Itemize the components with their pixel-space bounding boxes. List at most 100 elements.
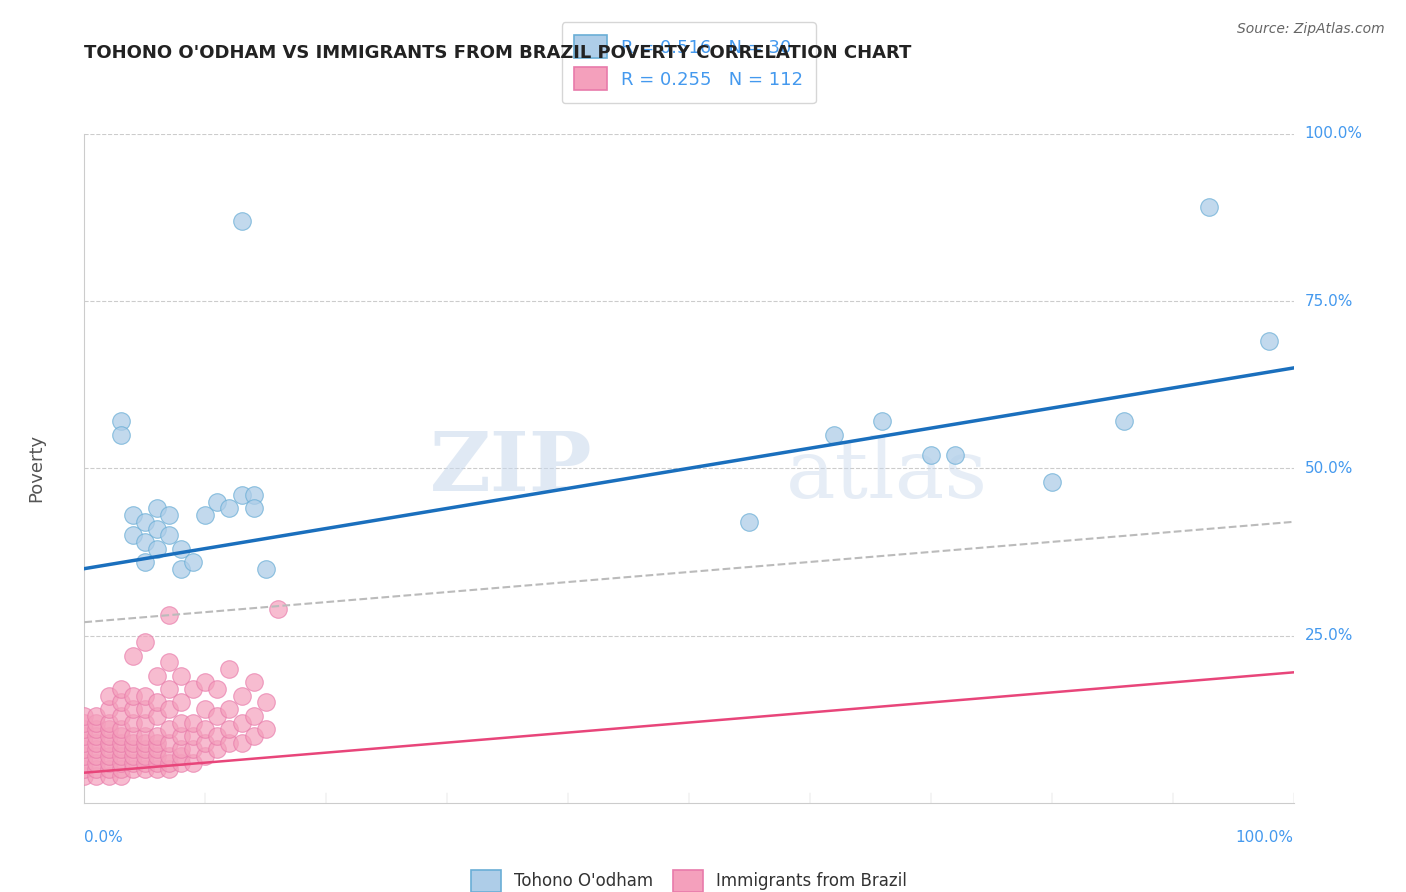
Point <box>121 508 143 523</box>
Text: 75.0%: 75.0% <box>1305 293 1353 309</box>
Point <box>97 742 120 756</box>
Point <box>86 715 108 730</box>
Point <box>231 214 253 228</box>
Point <box>1258 334 1281 349</box>
Point <box>170 742 193 756</box>
Point <box>73 762 96 776</box>
Point <box>218 723 240 737</box>
Point <box>97 689 120 703</box>
Point <box>121 715 143 730</box>
Point <box>97 702 120 716</box>
Point <box>738 515 761 529</box>
Point <box>194 508 217 523</box>
Point <box>97 762 120 776</box>
Point <box>146 708 169 723</box>
Point <box>121 702 143 716</box>
Point <box>254 696 277 710</box>
Point <box>110 742 132 756</box>
Point <box>157 735 180 749</box>
Point <box>134 689 156 703</box>
Point <box>218 735 240 749</box>
Point <box>254 723 277 737</box>
Point <box>170 715 193 730</box>
Point <box>134 735 156 749</box>
Point <box>242 708 264 723</box>
Point <box>86 735 108 749</box>
Point <box>121 735 143 749</box>
Point <box>157 702 180 716</box>
Point <box>207 708 229 723</box>
Point <box>110 696 132 710</box>
Point <box>121 528 143 542</box>
Point <box>207 729 229 743</box>
Point <box>121 742 143 756</box>
Point <box>170 756 193 770</box>
Point <box>194 702 217 716</box>
Point <box>254 562 277 576</box>
Point <box>110 769 132 783</box>
Point <box>170 562 193 576</box>
Point <box>110 415 132 429</box>
Point <box>170 541 193 556</box>
Point <box>134 555 156 569</box>
Point <box>121 756 143 770</box>
Point <box>157 681 180 696</box>
Point <box>157 723 180 737</box>
Text: Source: ZipAtlas.com: Source: ZipAtlas.com <box>1237 22 1385 37</box>
Point <box>110 723 132 737</box>
Point <box>110 708 132 723</box>
Point <box>121 762 143 776</box>
Point <box>110 749 132 764</box>
Point <box>86 756 108 770</box>
Point <box>86 762 108 776</box>
Point <box>110 756 132 770</box>
Point <box>97 735 120 749</box>
Point <box>157 756 180 770</box>
Point <box>207 681 229 696</box>
Point <box>97 723 120 737</box>
Point <box>194 749 217 764</box>
Point <box>146 521 169 535</box>
Point <box>73 708 96 723</box>
Point <box>110 729 132 743</box>
Point <box>146 762 169 776</box>
Point <box>134 515 156 529</box>
Point <box>97 769 120 783</box>
Point <box>134 635 156 649</box>
Point <box>73 729 96 743</box>
Point <box>1114 415 1136 429</box>
Point <box>86 769 108 783</box>
Point <box>872 415 894 429</box>
Point <box>73 756 96 770</box>
Point <box>231 715 253 730</box>
Point <box>231 488 253 502</box>
Point <box>121 689 143 703</box>
Point <box>97 749 120 764</box>
Point <box>181 681 204 696</box>
Point <box>97 729 120 743</box>
Point <box>146 501 169 516</box>
Point <box>1040 475 1063 489</box>
Point <box>242 501 264 516</box>
Point <box>1198 201 1220 215</box>
Point <box>920 448 942 462</box>
Point <box>170 669 193 683</box>
Point <box>73 715 96 730</box>
Text: 50.0%: 50.0% <box>1305 461 1353 475</box>
Point <box>134 715 156 730</box>
Point <box>73 769 96 783</box>
Point <box>231 689 253 703</box>
Point <box>242 488 264 502</box>
Point <box>134 762 156 776</box>
Legend: Tohono O'odham, Immigrants from Brazil: Tohono O'odham, Immigrants from Brazil <box>461 860 917 892</box>
Point <box>194 675 217 690</box>
Point <box>86 729 108 743</box>
Point <box>134 756 156 770</box>
Text: ZIP: ZIP <box>430 428 592 508</box>
Point <box>134 742 156 756</box>
Point <box>146 756 169 770</box>
Point <box>97 756 120 770</box>
Point <box>207 742 229 756</box>
Text: 100.0%: 100.0% <box>1305 127 1362 141</box>
Point <box>86 742 108 756</box>
